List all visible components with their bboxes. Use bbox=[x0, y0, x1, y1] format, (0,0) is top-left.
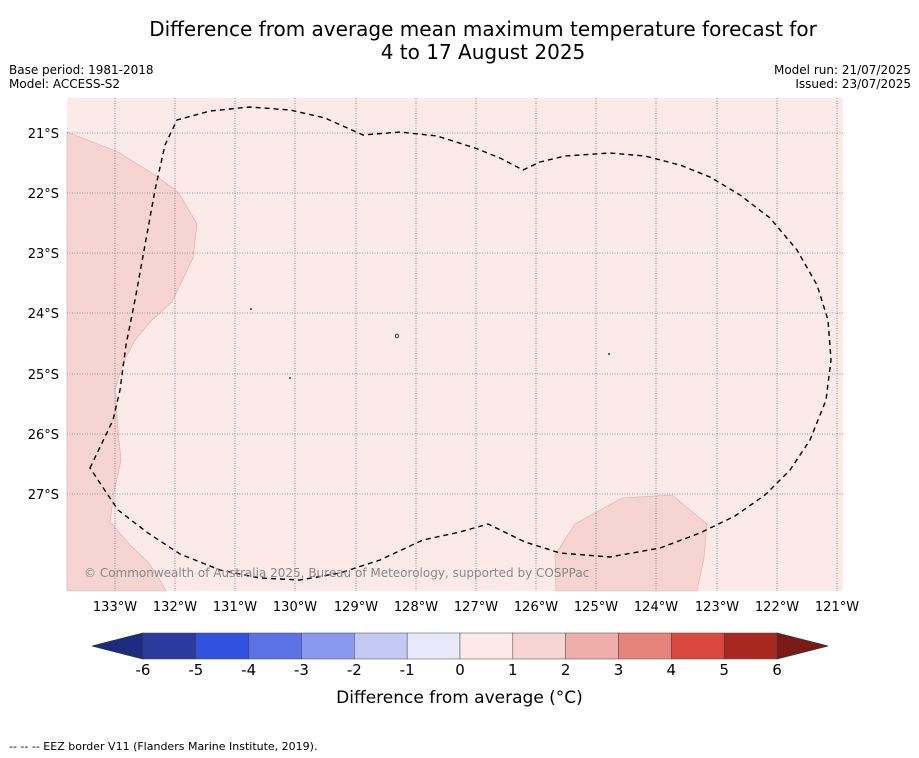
lon-label: 121°W bbox=[815, 600, 859, 615]
colorbar-swatches bbox=[142, 632, 778, 660]
colorbar-swatch bbox=[248, 632, 302, 660]
colorbar-swatch bbox=[512, 632, 566, 660]
meta-left: Base period: 1981-2018 Model: ACCESS-S2 bbox=[9, 63, 154, 91]
colorbar-tick-label: -5 bbox=[188, 661, 204, 679]
anomaly-region-southeast bbox=[554, 494, 708, 592]
colorbar-under-arrow bbox=[91, 632, 144, 660]
title-line-2: 4 to 17 August 2025 bbox=[380, 40, 586, 64]
island bbox=[394, 333, 399, 339]
colorbar-tick-label: -2 bbox=[346, 661, 362, 679]
lon-label: 127°W bbox=[454, 600, 498, 615]
eez-footnote: -- -- -- EEZ border V11 (Flanders Marine… bbox=[9, 740, 318, 753]
colorbar-swatch bbox=[618, 632, 672, 660]
colorbar-swatch bbox=[142, 632, 197, 660]
colorbar-over-arrow bbox=[776, 632, 829, 660]
colorbar-tick-label: -4 bbox=[241, 661, 257, 679]
lon-label: 131°W bbox=[213, 600, 257, 615]
colorbar-swatch bbox=[406, 632, 461, 660]
model-run: Model run: 21/07/2025 bbox=[773, 63, 911, 77]
colorbar-tick-label: 2 bbox=[560, 661, 571, 679]
graticule bbox=[67, 98, 843, 591]
colorbar-tick-label: 4 bbox=[666, 661, 677, 679]
colorbar-swatch bbox=[459, 632, 514, 660]
issued-date: Issued: 23/07/2025 bbox=[795, 77, 911, 91]
colorbar-swatch bbox=[671, 632, 725, 660]
colorbar-swatch bbox=[301, 632, 355, 660]
lat-label: 21°S bbox=[28, 127, 59, 142]
lon-label: 122°W bbox=[755, 600, 799, 615]
colorbar-tick-label: -3 bbox=[294, 661, 309, 679]
base-period: Base period: 1981-2018 bbox=[9, 63, 154, 77]
lon-label: 123°W bbox=[695, 600, 739, 615]
title-line-1: Difference from average mean maximum tem… bbox=[149, 17, 817, 41]
lat-label: 27°S bbox=[28, 488, 59, 503]
colorbar-tick-label: 3 bbox=[613, 661, 624, 679]
colorbar-swatch bbox=[565, 632, 619, 660]
lon-label: 124°W bbox=[634, 600, 678, 615]
colorbar-swatch bbox=[723, 632, 778, 660]
lon-label: 132°W bbox=[153, 600, 197, 615]
lon-label: 129°W bbox=[334, 600, 378, 615]
lat-label: 22°S bbox=[28, 187, 59, 202]
chart-title: Difference from average mean maximum tem… bbox=[0, 18, 919, 64]
lat-label: 24°S bbox=[28, 307, 59, 322]
colorbar-tick-label: 0 bbox=[455, 661, 465, 679]
colorbar bbox=[91, 632, 829, 660]
map-background bbox=[67, 98, 843, 591]
island bbox=[608, 353, 610, 355]
lon-label: 125°W bbox=[574, 600, 618, 615]
colorbar-title: Difference from average (°C) bbox=[336, 688, 583, 708]
colorbar-tick-label: -6 bbox=[135, 661, 151, 679]
anomaly-region-west bbox=[66, 131, 198, 592]
colorbar-tick-label: -1 bbox=[399, 661, 415, 679]
lon-label: 130°W bbox=[273, 600, 317, 615]
lon-labels: 133°W 132°W 131°W 130°W 129°W 128°W 127°… bbox=[93, 600, 859, 615]
lon-label: 128°W bbox=[394, 600, 438, 615]
colorbar-swatch bbox=[354, 632, 408, 660]
lat-labels: 21°S 22°S 23°S 24°S 25°S 26°S 27°S bbox=[28, 127, 59, 503]
lat-label: 23°S bbox=[28, 247, 59, 262]
island bbox=[250, 308, 252, 310]
model-name: Model: ACCESS-S2 bbox=[9, 77, 121, 91]
colorbar-swatch bbox=[195, 632, 249, 660]
lon-label: 126°W bbox=[514, 600, 558, 615]
lon-label: 133°W bbox=[93, 600, 137, 615]
colorbar-tick-label: 5 bbox=[719, 661, 729, 679]
island bbox=[289, 377, 291, 379]
lat-label: 25°S bbox=[28, 368, 59, 383]
colorbar-tick-label: 1 bbox=[508, 661, 518, 679]
colorbar-tick-label: 6 bbox=[772, 661, 782, 679]
copyright-text: © Commonwealth of Australia 2025, Bureau… bbox=[84, 566, 589, 580]
lat-label: 26°S bbox=[28, 428, 59, 443]
meta-right: Model run: 21/07/2025 Issued: 23/07/2025 bbox=[774, 63, 911, 91]
